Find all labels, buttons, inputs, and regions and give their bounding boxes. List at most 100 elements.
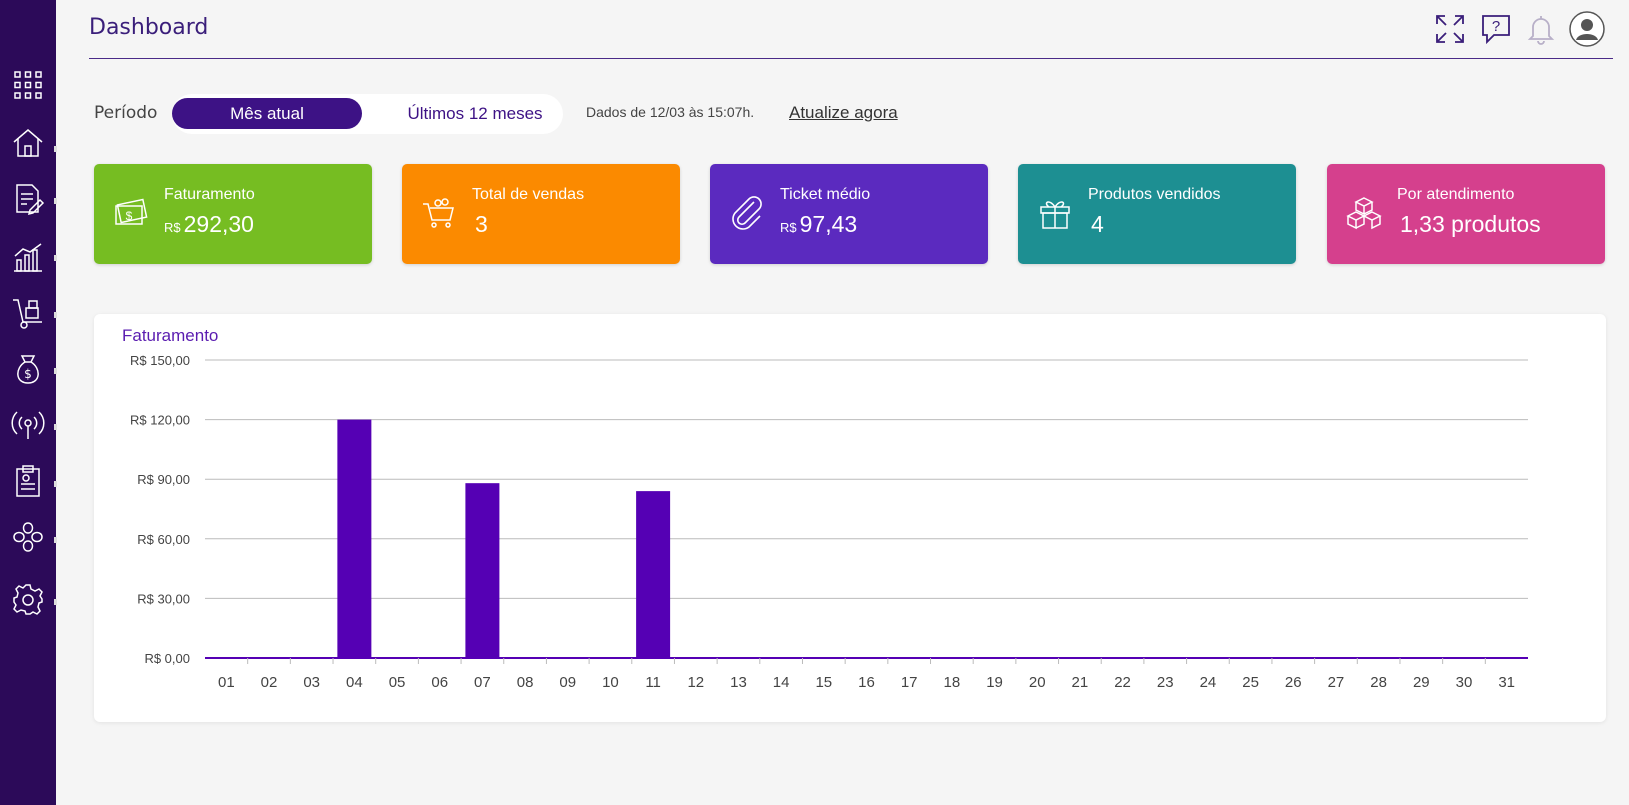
- document-edit-icon[interactable]: [11, 182, 45, 216]
- chart-title: Faturamento: [122, 326, 219, 345]
- page-title: Dashboard: [89, 15, 209, 40]
- sidebar-expand-hint: [54, 424, 57, 430]
- y-tick-label: R$ 60,00: [137, 532, 190, 547]
- settings-gear-icon[interactable]: [11, 583, 45, 617]
- kpi-card-products-sold: Produtos vendidos 4: [1018, 164, 1296, 264]
- svg-text:$: $: [24, 367, 32, 381]
- svg-text:$: $: [126, 209, 133, 223]
- x-tick-label: 10: [602, 674, 619, 691]
- period-label: Período: [94, 103, 158, 123]
- x-tick-label: 17: [901, 674, 918, 691]
- money-icon: $: [112, 194, 150, 232]
- broadcast-icon[interactable]: [11, 408, 45, 442]
- kpi-label: Por atendimento: [1397, 186, 1515, 203]
- kpi-card-total-sales: Total de vendas 3: [402, 164, 680, 264]
- x-tick-label: 04: [346, 674, 363, 691]
- x-tick-label: 20: [1029, 674, 1046, 691]
- x-tick-label: 27: [1328, 674, 1345, 691]
- x-tick-label: 03: [303, 674, 320, 691]
- sidebar-expand-hint: [54, 599, 57, 605]
- x-tick-label: 21: [1072, 674, 1089, 691]
- y-tick-label: R$ 0,00: [144, 651, 190, 666]
- period-toggle: Mês atual Últimos 12 meses: [172, 94, 563, 134]
- kpi-card-revenue: $ Faturamento R$ 292,30: [94, 164, 372, 264]
- kpi-label: Total de vendas: [472, 186, 585, 203]
- kpi-value: 1,33 produtos: [1400, 211, 1541, 237]
- period-last-12-months-button[interactable]: Últimos 12 meses: [390, 98, 560, 129]
- sidebar: $: [0, 0, 57, 805]
- x-tick-label: 18: [944, 674, 961, 691]
- user-avatar-icon[interactable]: [1569, 11, 1605, 47]
- sidebar-expand-hint: [54, 481, 57, 487]
- x-tick-label: 26: [1285, 674, 1302, 691]
- hand-truck-icon[interactable]: [11, 296, 45, 330]
- top-header: Dashboard ?: [89, 0, 1613, 59]
- money-bag-icon[interactable]: $: [11, 352, 45, 386]
- apps-grid-icon[interactable]: [11, 68, 45, 102]
- x-tick-label: 23: [1157, 674, 1174, 691]
- fullscreen-icon[interactable]: [1434, 13, 1466, 45]
- home-icon[interactable]: [11, 126, 45, 160]
- bar-chart-icon[interactable]: [11, 240, 45, 274]
- x-tick-label: 16: [858, 674, 875, 691]
- chart-bar: [465, 483, 500, 658]
- kpi-label: Faturamento: [164, 186, 255, 203]
- sidebar-expand-hint: [54, 312, 57, 318]
- x-tick-label: 05: [389, 674, 406, 691]
- svg-text:?: ?: [1492, 18, 1500, 35]
- x-tick-label: 07: [474, 674, 491, 691]
- period-filter: Período Mês atual Últimos 12 meses Dados…: [94, 94, 1094, 134]
- boxes-icon: [1345, 194, 1383, 232]
- kpi-card-per-service: Por atendimento 1,33 produtos: [1327, 164, 1605, 264]
- x-tick-label: 25: [1242, 674, 1259, 691]
- revenue-bar-chart: R$ 0,00 R$ 30,00 R$ 60,00 R$ 90,00 R$ 120,00…: [130, 353, 1528, 691]
- revenue-chart-panel: Faturamento R$ 0,00 R$ 30,00 R$ 60,00 R$ 90…: [94, 314, 1606, 722]
- y-tick-label: R$ 30,00: [137, 591, 190, 606]
- gift-icon: [1036, 194, 1074, 232]
- kpi-value: R$ 97,43: [780, 211, 858, 237]
- chart-bar: [337, 419, 372, 658]
- x-tick-label: 30: [1456, 674, 1473, 691]
- x-tick-label: 31: [1498, 674, 1515, 691]
- x-tick-label: 28: [1370, 674, 1387, 691]
- x-tick-label: 06: [431, 674, 448, 691]
- x-tick-label: 14: [773, 674, 790, 691]
- x-tick-label: 13: [730, 674, 747, 691]
- x-tick-label: 15: [815, 674, 832, 691]
- kpi-value: R$ 292,30: [164, 211, 254, 237]
- period-current-month-button[interactable]: Mês atual: [172, 98, 362, 129]
- chart-bar: [636, 491, 671, 658]
- x-tick-label: 24: [1200, 674, 1217, 691]
- integration-icon[interactable]: [11, 520, 45, 554]
- kpi-cards: $ Faturamento R$ 292,30 Total de vendas 3…: [94, 164, 1606, 264]
- sidebar-expand-hint: [54, 198, 57, 204]
- refresh-now-link[interactable]: Atualize agora: [789, 103, 898, 122]
- kpi-label: Produtos vendidos: [1088, 186, 1221, 203]
- y-tick-label: R$ 90,00: [137, 472, 190, 487]
- x-tick-label: 19: [986, 674, 1003, 691]
- x-tick-label: 09: [559, 674, 576, 691]
- help-chat-icon[interactable]: ?: [1480, 13, 1512, 45]
- paperclip-icon: [728, 194, 766, 232]
- kpi-card-average-ticket: Ticket médio R$ 97,43: [710, 164, 988, 264]
- kpi-value: 4: [1091, 211, 1104, 237]
- x-tick-label: 08: [517, 674, 534, 691]
- bell-icon[interactable]: [1525, 13, 1557, 45]
- sidebar-expand-hint: [54, 537, 57, 543]
- x-tick-label: 12: [687, 674, 704, 691]
- x-tick-label: 22: [1114, 674, 1131, 691]
- sidebar-expand-hint: [54, 146, 57, 152]
- x-tick-label: 29: [1413, 674, 1430, 691]
- x-tick-label: 11: [645, 674, 661, 691]
- sidebar-expand-hint: [54, 368, 57, 374]
- y-tick-label: R$ 120,00: [130, 413, 190, 428]
- data-updated-text: Dados de 12/03 às 15:07h.: [586, 104, 755, 120]
- sidebar-expand-hint: [54, 255, 57, 261]
- y-tick-label: R$ 150,00: [130, 353, 190, 368]
- x-tick-label: 02: [261, 674, 278, 691]
- x-tick-label: 01: [218, 674, 235, 691]
- kpi-label: Ticket médio: [780, 186, 871, 203]
- shopping-cart-icon: [420, 194, 458, 232]
- kpi-value: 3: [475, 211, 488, 237]
- clipboard-icon[interactable]: [11, 464, 45, 498]
